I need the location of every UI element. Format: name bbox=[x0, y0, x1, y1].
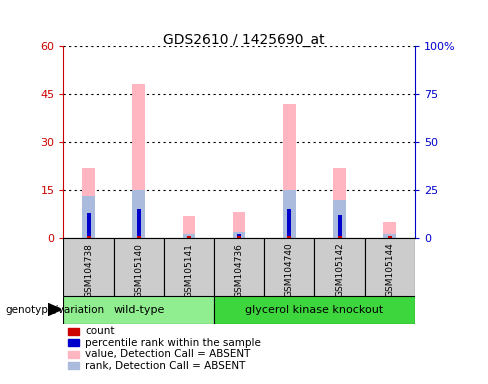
Bar bbox=[183, 234, 195, 238]
Text: GDS2610 / 1425690_at: GDS2610 / 1425690_at bbox=[163, 33, 325, 47]
Text: GSM105144: GSM105144 bbox=[385, 243, 394, 298]
Bar bbox=[283, 190, 296, 238]
Bar bbox=[237, 234, 241, 238]
Bar bbox=[214, 238, 264, 296]
Text: GSM104736: GSM104736 bbox=[235, 243, 244, 298]
Bar bbox=[214, 296, 415, 324]
Text: GSM104738: GSM104738 bbox=[84, 243, 93, 298]
Bar bbox=[264, 238, 314, 296]
Text: GSM104740: GSM104740 bbox=[285, 243, 294, 298]
Bar bbox=[132, 84, 145, 238]
Bar bbox=[384, 234, 396, 238]
Bar bbox=[233, 232, 245, 238]
Bar bbox=[63, 296, 214, 324]
Bar bbox=[164, 238, 214, 296]
Polygon shape bbox=[48, 303, 61, 316]
Bar bbox=[187, 236, 191, 238]
Bar bbox=[387, 236, 392, 238]
Bar bbox=[82, 168, 95, 238]
Text: GSM105141: GSM105141 bbox=[184, 243, 193, 298]
Text: GSM105140: GSM105140 bbox=[134, 243, 143, 298]
Bar bbox=[333, 200, 346, 238]
Text: value, Detection Call = ABSENT: value, Detection Call = ABSENT bbox=[85, 349, 251, 359]
Bar bbox=[187, 237, 191, 238]
Text: rank, Detection Call = ABSENT: rank, Detection Call = ABSENT bbox=[85, 361, 246, 371]
Bar bbox=[132, 190, 145, 238]
Bar bbox=[387, 237, 392, 238]
Bar bbox=[137, 237, 141, 238]
Bar bbox=[86, 237, 91, 238]
Bar bbox=[137, 209, 141, 238]
Bar bbox=[314, 238, 365, 296]
Bar bbox=[365, 238, 415, 296]
Bar bbox=[114, 238, 164, 296]
Bar bbox=[287, 209, 291, 238]
Bar bbox=[63, 238, 114, 296]
Bar bbox=[283, 104, 296, 238]
Bar bbox=[338, 237, 342, 238]
Text: percentile rank within the sample: percentile rank within the sample bbox=[85, 338, 261, 348]
Bar bbox=[237, 237, 241, 238]
Bar bbox=[82, 196, 95, 238]
Text: genotype/variation: genotype/variation bbox=[5, 305, 104, 315]
Bar bbox=[183, 216, 195, 238]
Bar bbox=[287, 237, 291, 238]
Bar bbox=[333, 168, 346, 238]
Bar bbox=[338, 215, 342, 238]
Bar bbox=[86, 213, 91, 238]
Bar bbox=[384, 222, 396, 238]
Text: glycerol kinase knockout: glycerol kinase knockout bbox=[245, 305, 384, 315]
Bar bbox=[233, 212, 245, 238]
Text: count: count bbox=[85, 326, 115, 336]
Text: wild-type: wild-type bbox=[113, 305, 164, 315]
Text: GSM105142: GSM105142 bbox=[335, 243, 344, 298]
